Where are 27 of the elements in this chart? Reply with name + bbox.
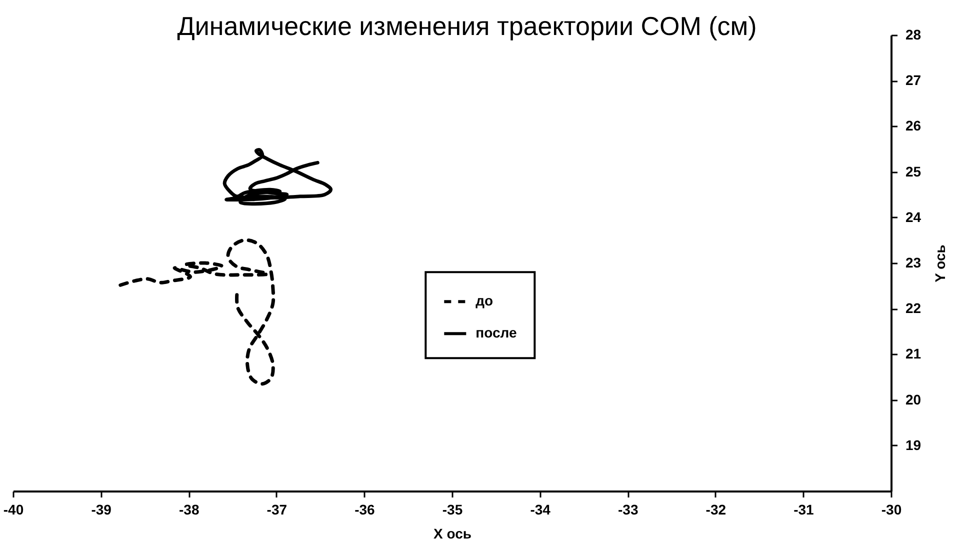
chart-title: Динамические изменения траектории COM (см) [177, 11, 757, 41]
y-tick-label: 21 [906, 346, 922, 362]
x-tick-label: -38 [178, 502, 200, 518]
x-tick-label: -31 [794, 502, 814, 518]
y-axis-title: Y ось [932, 244, 948, 282]
y-tick-label: 25 [906, 163, 922, 180]
line-series [116, 238, 276, 386]
y-tick-label: 24 [906, 208, 922, 225]
y-tick-label: 28 [906, 26, 922, 42]
y-tick-label: 20 [906, 391, 922, 408]
x-tick-label: -36 [354, 502, 376, 518]
x-tick-label: -30 [881, 502, 902, 518]
x-tick-label: -33 [618, 502, 638, 518]
x-tick-label: -37 [266, 502, 288, 518]
y-tick-label: 23 [906, 254, 922, 270]
x-tick-label: -32 [706, 502, 726, 518]
x-tick-label: -40 [3, 502, 24, 518]
y-tick-label: 22 [906, 300, 922, 316]
x-tick-label: -39 [91, 502, 112, 518]
x-tick-label: -35 [442, 502, 463, 518]
y-tick-label: 26 [906, 118, 922, 134]
x-axis-title: X ось [434, 526, 472, 542]
y-tick-label: 27 [906, 72, 922, 88]
x-tick-label: -34 [530, 502, 551, 518]
y-tick-label: 19 [906, 436, 922, 453]
legend-label: после [476, 324, 517, 341]
legend-label: до [476, 292, 494, 309]
